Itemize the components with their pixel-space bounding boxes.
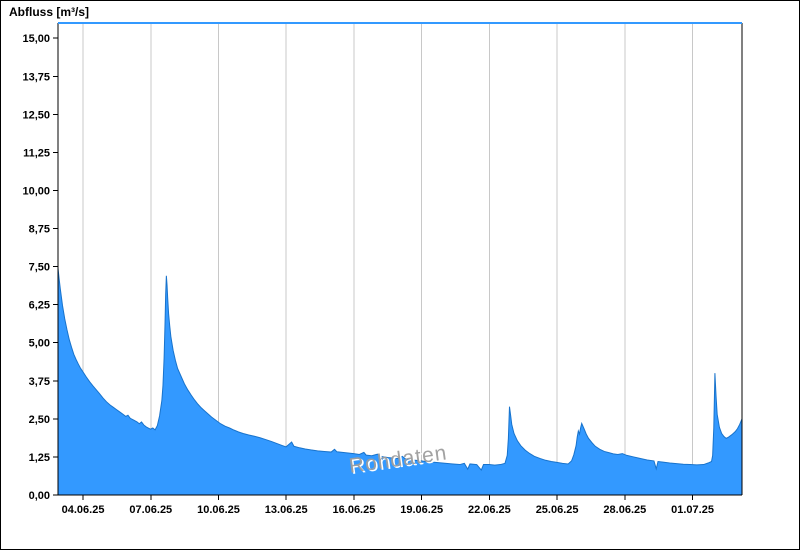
y-tick-label: 13,75 <box>22 71 50 83</box>
x-tick-label: 01.07.25 <box>671 504 714 516</box>
y-axis: 0,00 1,25 2,50 3,75 5,00 6,25 7,50 8,75 10,00 11,… <box>22 33 58 502</box>
y-tick-label: 3,75 <box>29 376 50 388</box>
x-axis: 04.06.25 07.06.25 10.06.25 13.06.25 16.06.25… <box>62 495 714 516</box>
y-tick-label: 7,50 <box>29 262 50 274</box>
x-tick-label: 13.06.25 <box>265 504 308 516</box>
x-tick-label: 16.06.25 <box>333 504 376 516</box>
x-tick-label: 07.06.25 <box>129 504 172 516</box>
y-tick-label: 2,50 <box>29 414 50 426</box>
y-tick-label: 11,25 <box>23 147 50 159</box>
y-tick-label: 15,00 <box>22 33 50 45</box>
discharge-area-series <box>58 268 742 495</box>
discharge-series-outline <box>57 268 743 471</box>
y-tick-label: 6,25 <box>29 300 50 312</box>
chart-title: Abfluss [m³/s] <box>9 5 90 19</box>
x-tick-label: 28.06.25 <box>603 504 646 516</box>
x-tick-label: 04.06.25 <box>62 504 105 516</box>
y-tick-label: 5,00 <box>29 338 50 350</box>
vertical-gridlines <box>82 23 694 495</box>
y-tick-label: 8,75 <box>29 224 50 236</box>
y-tick-label: 0,00 <box>29 490 50 502</box>
x-tick-label: 10.06.25 <box>197 504 240 516</box>
x-tick-label: 19.06.25 <box>400 504 443 516</box>
x-tick-label: 22.06.25 <box>468 504 511 516</box>
y-tick-label: 10,00 <box>22 185 50 197</box>
y-tick-label: 1,25 <box>29 452 50 464</box>
x-tick-label: 25.06.25 <box>536 504 579 516</box>
plot-frame <box>57 22 743 496</box>
y-tick-label: 12,50 <box>22 109 50 121</box>
